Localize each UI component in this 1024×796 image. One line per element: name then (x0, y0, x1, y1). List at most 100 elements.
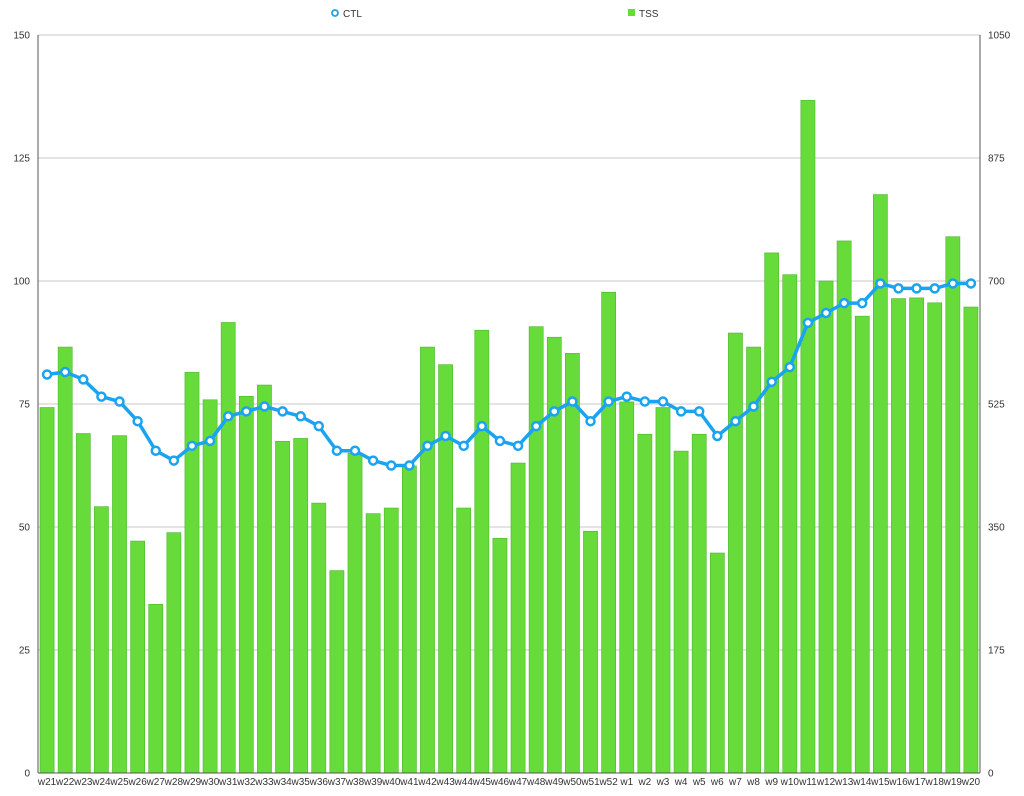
tss-bar (420, 346, 435, 774)
tss-bar (148, 604, 164, 774)
ctl-point (494, 435, 506, 447)
ctl-point (657, 396, 669, 407)
tss-bar (57, 346, 73, 774)
ctl-point (766, 376, 777, 388)
x-axis-tick-label: w48 (526, 777, 546, 788)
right-axis-tick-label: 700 (988, 277, 1005, 288)
tss-bar (94, 506, 109, 774)
x-axis-tick-label: w45 (472, 777, 492, 788)
ctl-point (857, 297, 868, 309)
tss-bar (637, 433, 653, 774)
x-axis-tick-label: w31 (218, 777, 238, 788)
x-axis-tick-label: w21 (37, 777, 57, 788)
ctl-point (965, 278, 977, 289)
x-axis-tick-label: w46 (490, 777, 510, 788)
x-axis-tick-label: w14 (852, 777, 872, 788)
tss-bars (39, 100, 979, 774)
tss-bar (891, 298, 906, 774)
ctl-point (549, 406, 560, 417)
x-axis-tick-label: w3 (656, 777, 670, 788)
tss-bar (782, 274, 798, 774)
tss-bar (764, 252, 780, 774)
x-axis-tick-label: w39 (363, 777, 383, 788)
ctl-point (186, 440, 198, 452)
x-axis-tick-label: w1 (619, 777, 633, 788)
ctl-point (222, 411, 234, 422)
ctl-point (114, 396, 125, 407)
tss-bar (655, 407, 671, 774)
x-axis-tick-label: w4 (674, 777, 688, 788)
tss-bar (492, 537, 508, 774)
ctl-point (911, 283, 922, 294)
x-axis-tick-label: w12 (816, 777, 836, 788)
x-axis-tick-label: w11 (798, 777, 817, 788)
x-axis-tick-label: w28 (164, 777, 184, 788)
tss-bar (184, 372, 200, 774)
ctl-point (929, 283, 940, 294)
tss-bar (39, 407, 55, 774)
x-axis-tick-label: w34 (272, 777, 292, 788)
tss-bar (528, 326, 544, 774)
tss-bar (619, 401, 635, 774)
x-axis-tick-label: w44 (454, 777, 474, 788)
tss-bar (402, 465, 417, 774)
ctl-series-line (46, 281, 971, 468)
x-axis-tick-label: w29 (182, 777, 202, 788)
x-axis-tick-label: w15 (870, 777, 890, 788)
legend-tss-swatch (628, 9, 635, 16)
ctl-point (675, 406, 687, 417)
ctl-point (893, 283, 904, 294)
tss-bar (510, 462, 526, 774)
x-axis-tick-label: w42 (417, 777, 437, 788)
tss-bar (673, 450, 689, 774)
right-axis-tick-label: 525 (988, 400, 1005, 411)
left-axis-tick-label: 25 (19, 646, 31, 657)
ctl-point (132, 415, 143, 427)
ctl-point (748, 401, 759, 412)
x-axis-tick-label: w35 (290, 777, 310, 788)
ctl-point (404, 460, 415, 471)
ctl-point (603, 396, 614, 407)
x-axis-tick-label: w19 (943, 777, 963, 788)
ctl-point (476, 420, 488, 432)
tss-bar (166, 532, 182, 774)
ctl-point (512, 440, 524, 452)
legend-ctl-swatch (331, 9, 339, 17)
ctl-point (422, 440, 433, 452)
legend-label: CTL (343, 9, 362, 20)
x-axis-tick-label: w47 (508, 777, 528, 788)
ctl-point (59, 366, 71, 378)
tss-bar (474, 329, 490, 774)
left-axis-tick-label: 150 (13, 31, 30, 42)
tss-bar (75, 433, 91, 774)
right-axis-tick-label: 1050 (988, 31, 1011, 42)
ctl-point (838, 297, 850, 309)
x-axis-tick-label: w52 (598, 777, 618, 788)
tss-bar (257, 384, 272, 774)
tss-bar (709, 552, 725, 774)
x-axis-tick-label: w13 (834, 777, 854, 788)
ctl-point (204, 435, 216, 447)
x-axis-tick-label: w43 (435, 777, 455, 788)
left-axis-tick-label: 125 (13, 154, 30, 165)
tss-bar (275, 440, 290, 774)
ctl-point (712, 430, 723, 442)
tss-bar (728, 332, 743, 774)
tss-bar (546, 336, 562, 774)
x-axis-tick-label: w50 (562, 777, 582, 788)
x-axis-tick-label: w16 (888, 777, 908, 788)
x-axis-tick-label: w26 (127, 777, 147, 788)
x-axis-tick-label: w17 (906, 777, 926, 788)
tss-bar (438, 364, 453, 774)
tss-bar (383, 507, 399, 774)
tss-bar (202, 399, 218, 774)
tss-bar (311, 502, 327, 774)
tss-bar (800, 100, 816, 774)
ctl-point (41, 369, 53, 380)
ctl-point (530, 420, 542, 432)
legend-label: TSS (639, 9, 659, 20)
ctl-point (639, 396, 651, 407)
tss-bar (565, 353, 580, 774)
tss-bar (347, 452, 363, 774)
x-axis-tick-label: w38 (345, 777, 365, 788)
